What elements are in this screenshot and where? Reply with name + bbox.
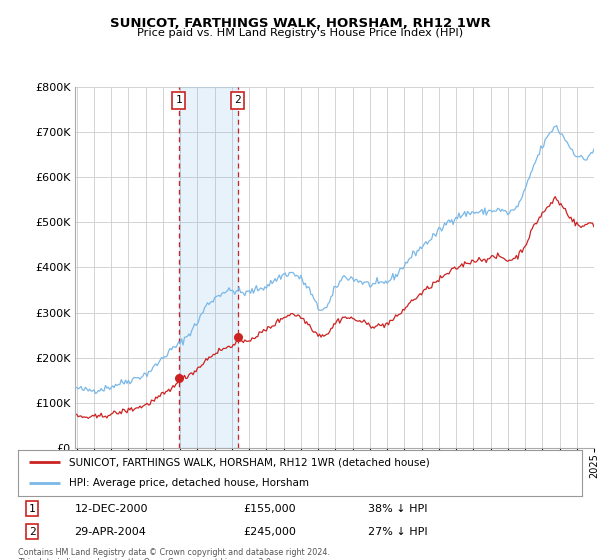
Text: SUNICOT, FARTHINGS WALK, HORSHAM, RH12 1WR: SUNICOT, FARTHINGS WALK, HORSHAM, RH12 1…	[110, 17, 490, 30]
Text: £245,000: £245,000	[244, 526, 296, 536]
Text: SUNICOT, FARTHINGS WALK, HORSHAM, RH12 1WR (detached house): SUNICOT, FARTHINGS WALK, HORSHAM, RH12 1…	[69, 457, 430, 467]
Text: 1: 1	[29, 504, 35, 514]
Text: Price paid vs. HM Land Registry's House Price Index (HPI): Price paid vs. HM Land Registry's House …	[137, 28, 463, 38]
Text: 38% ↓ HPI: 38% ↓ HPI	[368, 504, 427, 514]
Text: 2: 2	[234, 95, 241, 105]
Text: 27% ↓ HPI: 27% ↓ HPI	[368, 526, 427, 536]
Text: 1: 1	[175, 95, 182, 105]
Text: £155,000: £155,000	[244, 504, 296, 514]
Text: 29-APR-2004: 29-APR-2004	[74, 526, 146, 536]
Text: 2: 2	[29, 526, 35, 536]
Bar	[179, 87, 238, 448]
Text: HPI: Average price, detached house, Horsham: HPI: Average price, detached house, Hors…	[69, 478, 309, 488]
Text: Contains HM Land Registry data © Crown copyright and database right 2024.
This d: Contains HM Land Registry data © Crown c…	[18, 548, 330, 560]
Text: 12-DEC-2000: 12-DEC-2000	[74, 504, 148, 514]
